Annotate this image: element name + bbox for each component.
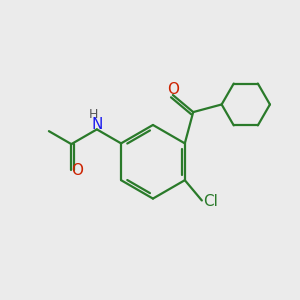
Text: O: O	[70, 163, 83, 178]
Text: O: O	[167, 82, 179, 97]
Text: H: H	[88, 108, 98, 121]
Text: Cl: Cl	[203, 194, 218, 209]
Text: N: N	[91, 117, 103, 132]
